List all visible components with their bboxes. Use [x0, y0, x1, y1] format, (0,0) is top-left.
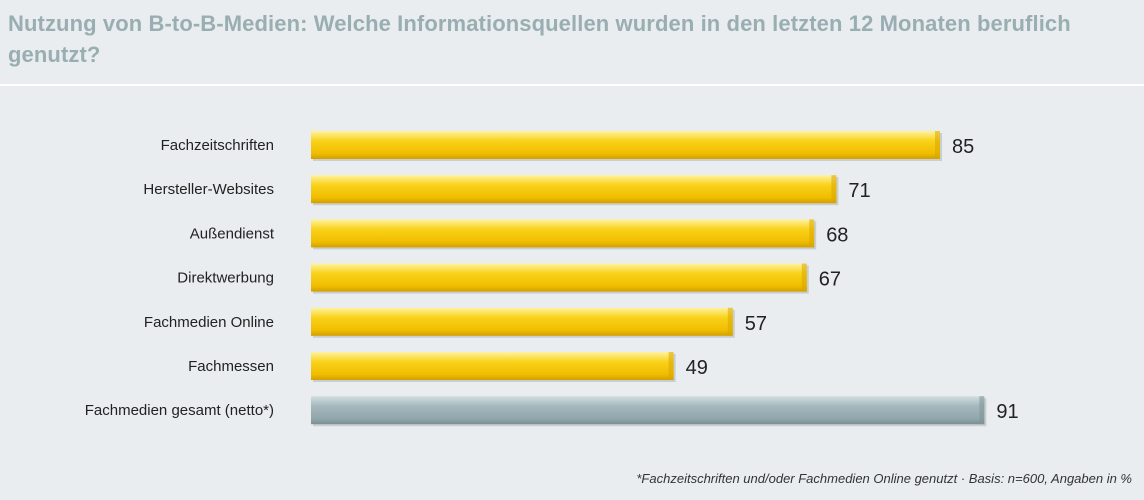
bar-row-hersteller-websites: Hersteller-Websites 71	[143, 175, 871, 206]
category-label-fachmedien-gesamt-netto: Fachmedien gesamt (netto*)	[85, 402, 274, 419]
bar-aussendienst	[311, 219, 815, 248]
title-divider	[0, 84, 1144, 86]
value-label-hersteller-websites: 71	[848, 180, 870, 202]
bar-endcap-fachzeitschriften	[935, 131, 940, 159]
bar-endcap-hersteller-websites	[831, 175, 837, 204]
bar-row-fachzeitschriften: Fachzeitschriften 85	[161, 131, 974, 161]
bar-endcap-fachmedien-gesamt-netto	[979, 396, 985, 425]
category-label-aussendienst: Außendienst	[190, 225, 275, 242]
bar-fachmedien-gesamt-netto	[311, 396, 985, 425]
bar-fachmessen	[311, 352, 674, 380]
bar-endcap-aussendienst	[809, 219, 815, 248]
bar-endcap-direktwerbung	[801, 263, 807, 292]
bar-row-fachmedien-gesamt-netto: Fachmedien gesamt (netto*) 91	[85, 396, 1019, 427]
bar-fachzeitschriften	[311, 131, 940, 159]
category-label-fachmedien-online: Fachmedien Online	[144, 314, 274, 331]
chart-footnote: *Fachzeitschriften und/oder Fachmedien O…	[636, 471, 1132, 486]
bar-row-direktwerbung: Direktwerbung 67	[177, 263, 841, 294]
value-label-fachmedien-online: 57	[745, 313, 767, 335]
chart-title: Nutzung von B-to-B-Medien: Welche Inform…	[8, 11, 1071, 67]
value-label-fachmessen: 49	[686, 357, 708, 379]
value-label-fachmedien-gesamt-netto: 91	[996, 401, 1018, 423]
bar-hersteller-websites	[311, 175, 837, 204]
bar-fachmedien-online	[311, 307, 733, 336]
category-label-fachmessen: Fachmessen	[188, 358, 274, 375]
bar-row-aussendienst: Außendienst 68	[190, 219, 848, 250]
value-label-aussendienst: 68	[826, 224, 848, 246]
bar-row-fachmedien-online: Fachmedien Online 57	[144, 307, 767, 338]
bar-endcap-fachmessen	[668, 352, 674, 380]
category-label-fachzeitschriften: Fachzeitschriften	[161, 137, 274, 154]
bar-endcap-fachmedien-online	[727, 307, 733, 336]
value-label-fachzeitschriften: 85	[952, 136, 974, 158]
category-label-direktwerbung: Direktwerbung	[177, 270, 274, 287]
category-label-hersteller-websites: Hersteller-Websites	[143, 181, 274, 198]
value-label-direktwerbung: 67	[819, 269, 841, 291]
bar-direktwerbung	[311, 263, 807, 292]
bar-row-fachmessen: Fachmessen 49	[188, 352, 708, 382]
